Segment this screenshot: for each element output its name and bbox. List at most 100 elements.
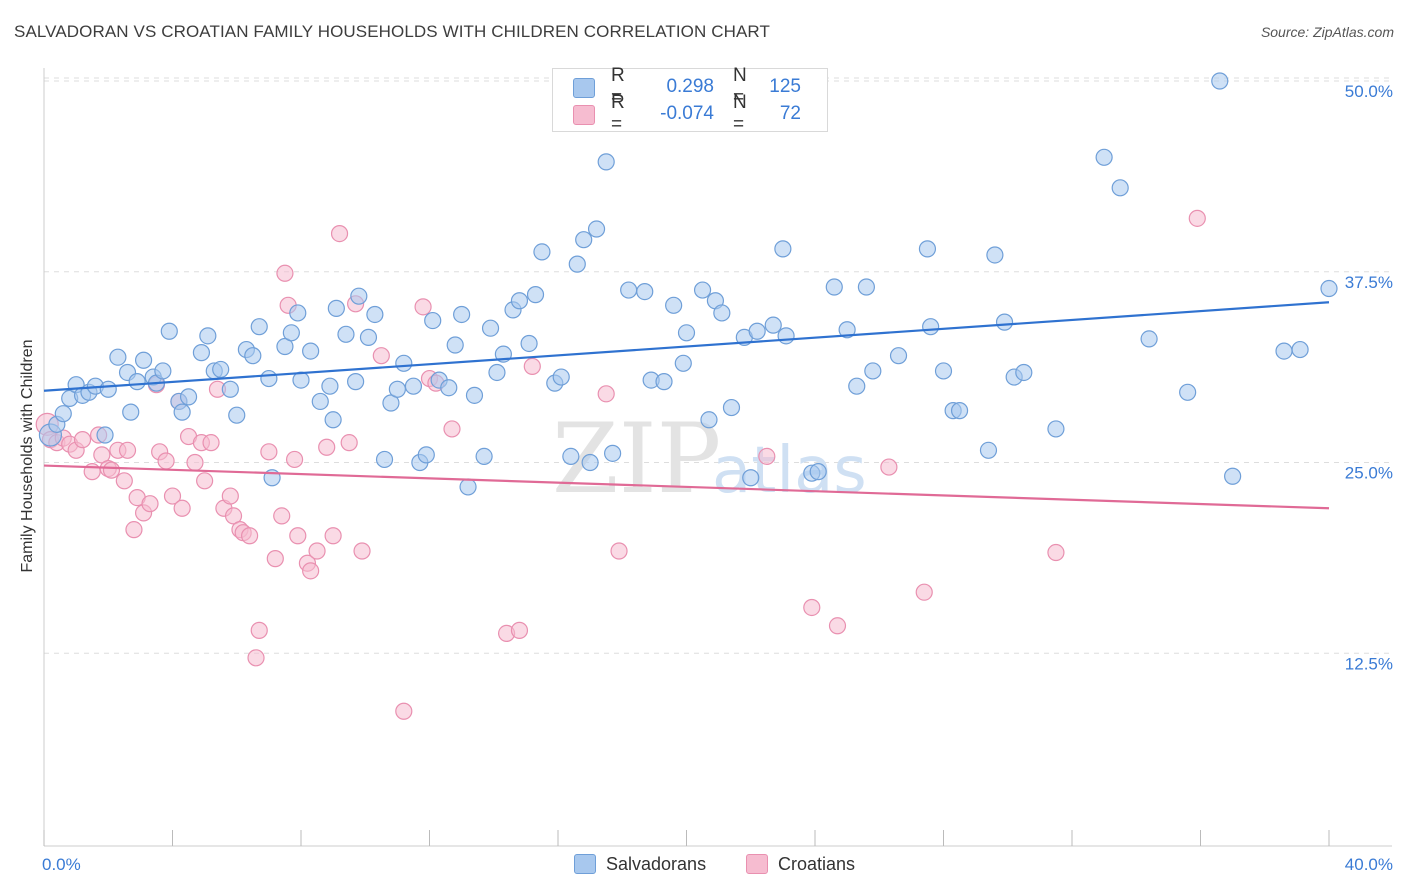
- salvadoran-point: [809, 463, 827, 481]
- salvadoran-point: [54, 405, 72, 423]
- salvadoran-point: [260, 369, 278, 388]
- chart-title: SALVADORAN VS CROATIAN FAMILY HOUSEHOLDS…: [14, 22, 770, 41]
- croatian-point: [289, 527, 307, 545]
- salvadoran-point: [1015, 363, 1033, 382]
- salvadoran-point: [922, 318, 940, 336]
- salvadoran-point: [677, 324, 696, 342]
- salvadoran-point: [459, 478, 477, 496]
- croatian-point: [443, 420, 461, 438]
- salvadoran-point: [160, 322, 178, 340]
- croatian-point: [260, 443, 278, 461]
- salvadoran-point: [510, 292, 529, 310]
- salvadoran-point: [655, 373, 673, 391]
- salvadoran-point: [99, 380, 117, 398]
- croatian-point: [353, 542, 371, 560]
- salvadoran-point: [311, 392, 329, 411]
- salvadoran-point: [636, 282, 654, 301]
- trend-lines: [43, 301, 1330, 510]
- salvadoran-point: [838, 321, 856, 339]
- croatian-point: [758, 447, 776, 465]
- salvadoran-point: [488, 363, 506, 382]
- legend-n-label: N =: [733, 92, 747, 135]
- y-tick-label: 37.5%: [1345, 273, 1393, 292]
- croatian-point: [880, 458, 898, 476]
- salvadoran-point: [520, 334, 538, 353]
- croatian-point: [115, 472, 133, 490]
- y-tick-label: 12.5%: [1345, 654, 1393, 673]
- salvadoran-point: [665, 296, 683, 314]
- croatian-point: [302, 562, 320, 580]
- salvadoran-point: [179, 388, 198, 406]
- salvadoran-point: [986, 246, 1004, 264]
- watermark-atlas: atlas: [712, 434, 867, 508]
- salvadoran-point: [109, 348, 127, 366]
- salvadoran-point: [713, 304, 731, 322]
- legend-swatch-salvadorans: [574, 854, 596, 874]
- salvadoran-point: [1140, 330, 1158, 348]
- salvadoran-point: [1211, 72, 1229, 90]
- salvadoran-point: [453, 305, 471, 324]
- salvadoran-point: [228, 406, 246, 424]
- salvadoran-point: [192, 344, 211, 362]
- legend-n-value: 72: [779, 103, 801, 124]
- salvadoran-point: [440, 379, 458, 397]
- legend-r-value: 0.298: [666, 76, 714, 97]
- salvadoran-point: [395, 354, 413, 372]
- croatian-point: [102, 461, 121, 479]
- salvadoran-point: [359, 328, 378, 346]
- salvadoran-point: [289, 304, 307, 322]
- legend-n-label: N =: [733, 65, 747, 108]
- salvadoran-point: [700, 411, 718, 429]
- croatian-point: [202, 434, 220, 452]
- legend-n-value: 125: [769, 76, 801, 97]
- salvadoran-point: [1320, 279, 1338, 298]
- salvadoran-point: [375, 450, 394, 469]
- salvadoran-point: [382, 394, 400, 412]
- croatian-point: [597, 385, 615, 403]
- croatian-point: [241, 527, 259, 545]
- tick-labels: 12.5% 25.0% 37.5% 50.0% 0.0% 40.0%: [42, 82, 1393, 874]
- salvadoran-point: [1179, 383, 1197, 401]
- croatian-point: [157, 452, 175, 470]
- salvadoran-point: [404, 377, 423, 395]
- croatian-point: [173, 499, 191, 517]
- croatian-point: [285, 450, 304, 469]
- croatian-point: [523, 357, 541, 375]
- legend-r-label: R =: [611, 65, 625, 108]
- croatian-point: [224, 507, 243, 525]
- salvadoran-point: [128, 373, 146, 391]
- salvadoran-point: [276, 337, 294, 356]
- salvadoran-point: [337, 325, 355, 343]
- croatian-point: [324, 527, 342, 545]
- salvadoran-point: [465, 386, 484, 404]
- salvadoran-point: [597, 153, 615, 171]
- legend-swatch-pink: [573, 105, 595, 125]
- croatian-point: [340, 434, 358, 452]
- croatian-point: [610, 542, 628, 560]
- salvadoran-point: [417, 446, 435, 464]
- watermark-zip: ZIP: [552, 403, 721, 515]
- salvadoran-point: [154, 362, 172, 380]
- salvadoran-point: [604, 444, 622, 462]
- salvadoran-point: [848, 377, 866, 395]
- salvadoran-point: [620, 281, 638, 299]
- salvadoran-point: [995, 313, 1014, 331]
- croatian-point: [510, 621, 529, 639]
- salvadoran-point: [934, 362, 953, 380]
- legend-label-croatians: Croatians: [778, 853, 856, 874]
- croatian-point: [196, 472, 214, 490]
- legend-label-salvadorans: Salvadorans: [606, 853, 707, 874]
- croatian-point: [308, 542, 326, 560]
- salvadoran-point: [693, 281, 712, 299]
- salvadoran-point: [347, 373, 365, 391]
- croatian-points: [35, 209, 1206, 720]
- salvadoran-point: [446, 336, 464, 354]
- salvadoran-point: [481, 319, 500, 337]
- gridlines: [44, 77, 1392, 654]
- salvadoran-point: [777, 327, 795, 345]
- croatian-point: [803, 598, 821, 617]
- croatian-point: [221, 487, 239, 505]
- croatian-point: [266, 550, 284, 568]
- croatian-point: [330, 225, 349, 243]
- croatian-point: [247, 649, 265, 667]
